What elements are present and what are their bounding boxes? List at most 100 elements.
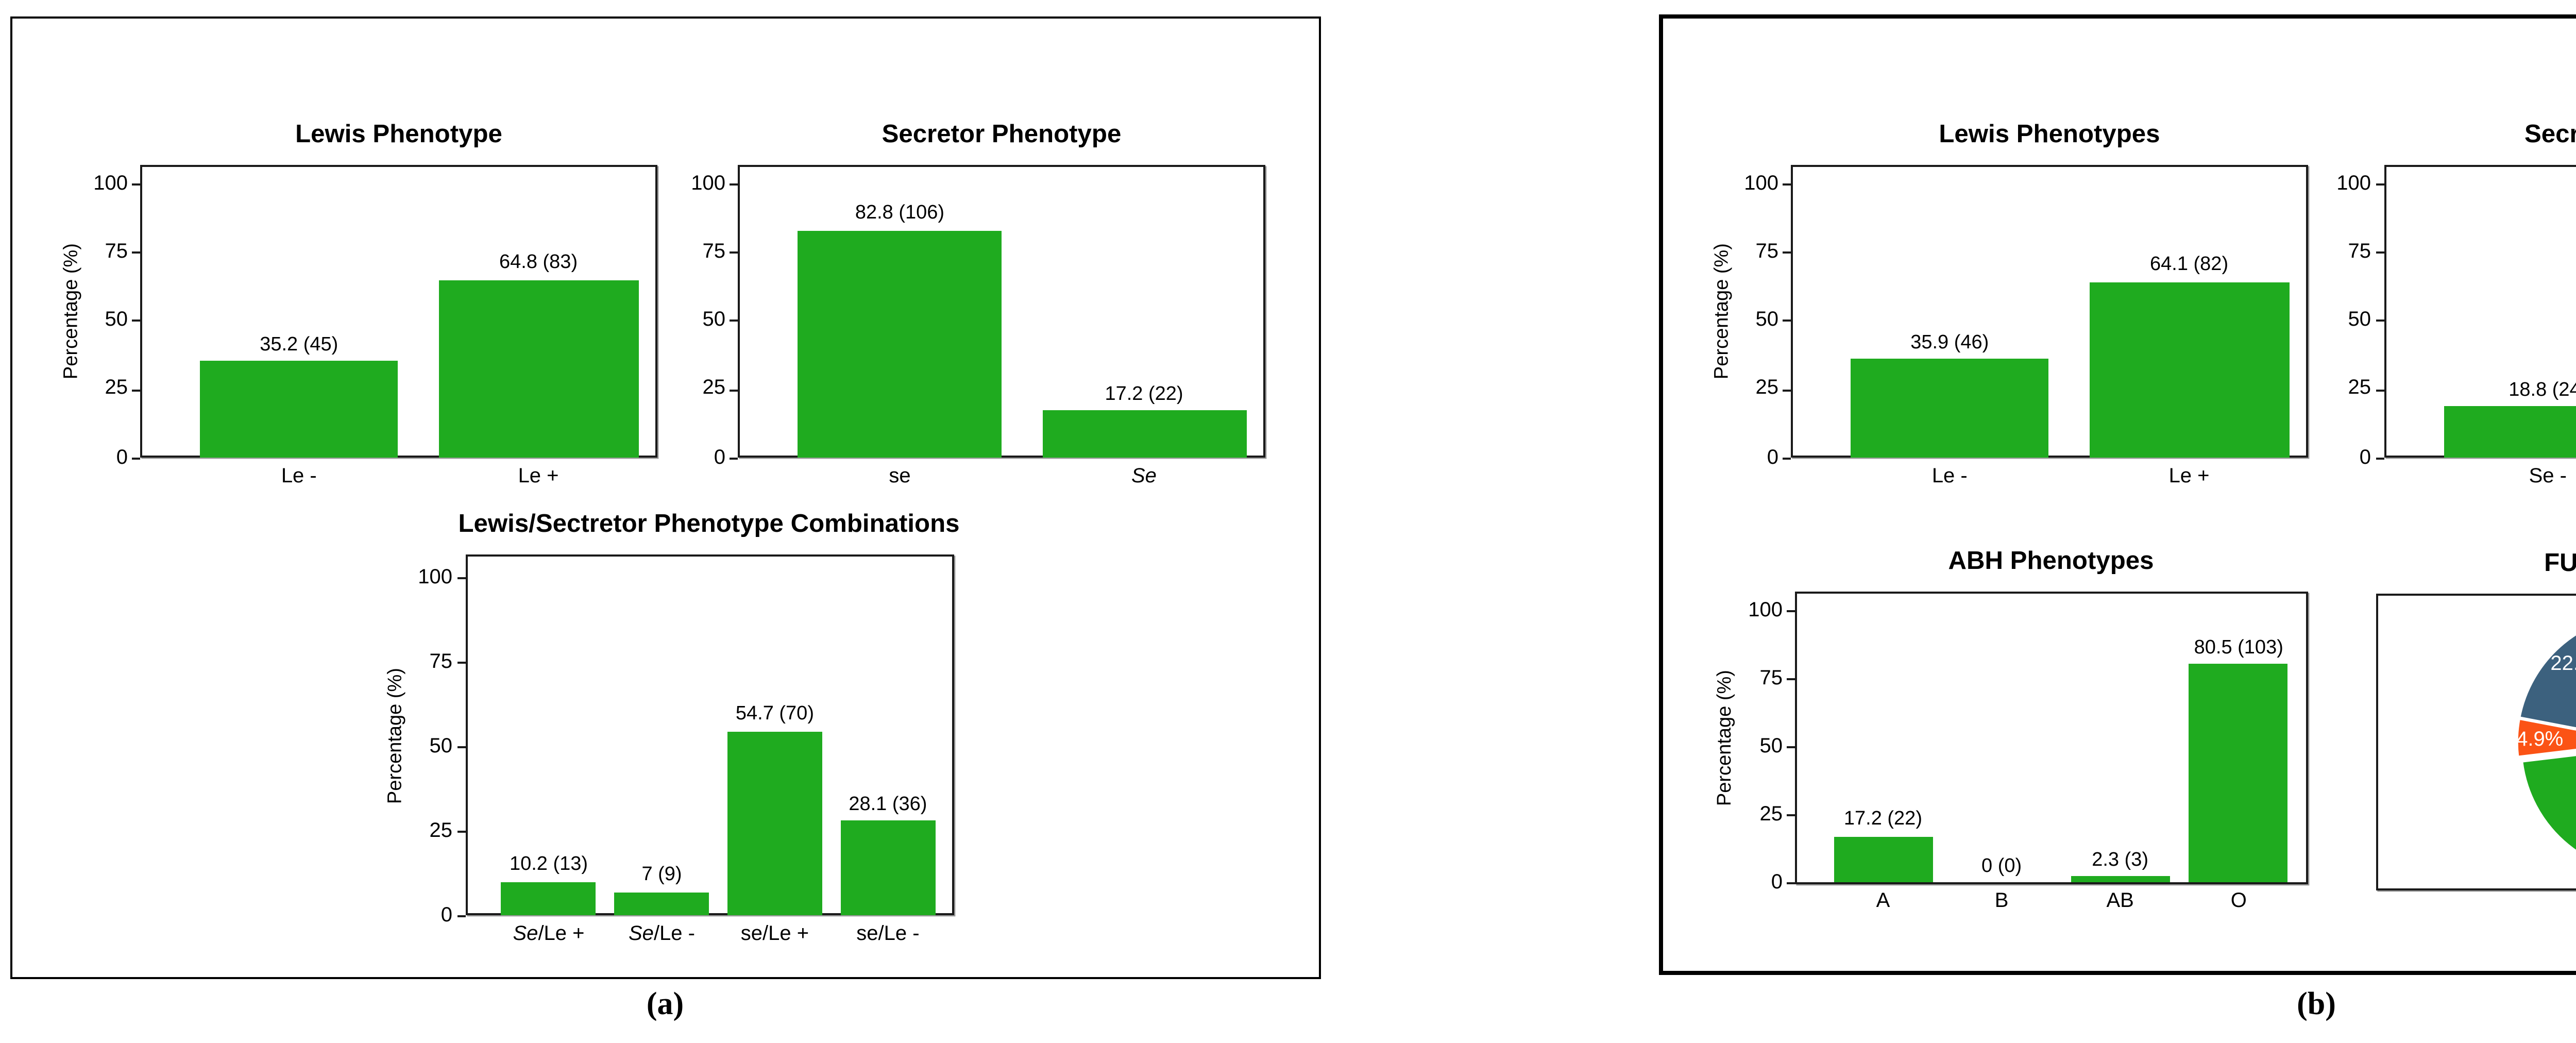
chart-title-b1: Lewis Phenotypes — [1939, 119, 2160, 147]
y-tick-label: 0 — [440, 904, 452, 927]
bar-le — [2089, 282, 2289, 457]
bar-se — [798, 230, 1002, 457]
y-tick-mark — [1787, 610, 1795, 612]
y-tick-label: 25 — [2348, 378, 2371, 401]
y-tick-mark — [1783, 183, 1791, 184]
chart-title-b2: Secretor Phenotypes — [2524, 119, 2576, 147]
x-category-label: Se - — [2529, 465, 2567, 488]
y-tick-mark — [730, 389, 738, 390]
y-tick-label: 50 — [105, 309, 128, 332]
x-category-label: se/Le - — [856, 923, 920, 946]
y-tick-label: 100 — [691, 172, 725, 195]
y-tick-mark — [1787, 746, 1795, 748]
bar-value-label: 35.9 (46) — [1910, 331, 1989, 355]
y-tick-label: 50 — [702, 309, 726, 332]
y-tick-mark — [456, 831, 465, 832]
x-category-label: Le + — [2168, 465, 2210, 488]
y-tick-mark — [456, 662, 465, 664]
y-tick-label: 50 — [1755, 309, 1779, 332]
y-tick-label: 100 — [1748, 600, 1783, 623]
pie-slice-aa — [2517, 631, 2576, 731]
y-tick-mark — [2375, 389, 2383, 390]
chart-title-a2: Secretor Phenotype — [882, 119, 1122, 147]
y-tick-mark — [1787, 882, 1795, 884]
x-category-label: se — [889, 465, 911, 488]
y-tick-label: 25 — [429, 820, 453, 843]
bar-a — [1834, 836, 1933, 882]
caption-b: (b) — [2297, 987, 2336, 1022]
bar-value-label: 17.2 (22) — [1105, 383, 1183, 406]
y-tick-mark — [730, 320, 738, 322]
y-tick-mark — [456, 915, 465, 917]
chart-title-bpie: FUT2 Genotypes — [2544, 547, 2576, 576]
bar-ab — [2071, 877, 2170, 882]
bar-se — [1042, 411, 1246, 457]
y-tick-mark — [1783, 320, 1791, 322]
y-tick-mark — [2375, 183, 2383, 184]
x-category-label: Se/Le + — [513, 923, 585, 946]
y-tick-label: 50 — [429, 736, 453, 759]
bar-se-le — [727, 731, 822, 915]
bar-value-label: 28.1 (36) — [849, 793, 927, 816]
x-category-label: Le + — [518, 465, 559, 488]
y-tick-label: 0 — [116, 447, 128, 469]
bar-se-le — [615, 892, 709, 915]
x-category-label: Se — [1131, 465, 1157, 488]
x-category-label: O — [2230, 890, 2247, 913]
y-tick-mark — [132, 320, 140, 322]
bar-le — [199, 361, 399, 457]
x-category-label: Le - — [1931, 465, 1968, 488]
y-tick-label: 75 — [2348, 241, 2371, 264]
y-tick-label: 50 — [2348, 309, 2371, 332]
y-tick-mark — [730, 183, 738, 184]
y-tick-mark — [2375, 251, 2383, 253]
y-tick-mark — [1783, 389, 1791, 390]
y-tick-mark — [456, 746, 465, 748]
bar-value-label: 10.2 (13) — [509, 853, 588, 877]
y-tick-label: 75 — [1759, 668, 1783, 691]
y-tick-label: 50 — [1759, 736, 1783, 759]
bar-se-le — [501, 881, 596, 915]
x-category-label: Se/Le - — [629, 923, 695, 946]
y-tick-mark — [730, 457, 738, 459]
y-tick-label: 0 — [1771, 872, 1783, 895]
y-tick-mark — [132, 389, 140, 390]
y-tick-mark — [132, 183, 140, 184]
y-tick-mark — [730, 251, 738, 253]
bar-le — [1850, 359, 2049, 457]
bar-value-label: 35.2 (45) — [260, 333, 338, 357]
y-tick-label: 75 — [702, 241, 726, 264]
y-tick-mark — [1787, 678, 1795, 680]
bar-se-le — [841, 821, 935, 915]
x-category-label: B — [1994, 890, 2009, 913]
bar-le — [438, 280, 638, 457]
x-category-label: se/Le + — [740, 923, 809, 946]
y-tick-mark — [1783, 457, 1791, 459]
chart-title-b3: ABH Phenotypes — [1948, 546, 2154, 575]
y-tick-mark — [132, 251, 140, 253]
y-tick-label: 25 — [702, 378, 726, 401]
y-tick-mark — [456, 578, 465, 580]
y-tick-mark — [2375, 320, 2383, 322]
bar-value-label: 0 (0) — [1981, 855, 2022, 878]
bar-value-label: 82.8 (106) — [855, 203, 945, 226]
bar-o — [2189, 664, 2289, 882]
y-tick-mark — [2375, 457, 2383, 459]
y-tick-label: 100 — [2336, 172, 2371, 195]
caption-a: (a) — [646, 987, 684, 1022]
bar-value-label: 18.8 (24) — [2509, 378, 2576, 401]
bar-value-label: 7 (9) — [641, 864, 682, 887]
bar-se — [2444, 406, 2576, 457]
y-tick-label: 100 — [93, 172, 128, 195]
y-tick-label: 75 — [105, 241, 128, 264]
y-tick-label: 0 — [1767, 447, 1778, 469]
y-tick-mark — [132, 457, 140, 459]
pie-percent-label-ga: 4.9% — [2516, 728, 2563, 750]
bar-value-label: 64.1 (82) — [2150, 254, 2229, 277]
pie-slice-gg — [2519, 752, 2576, 854]
chart-title-a1: Lewis Phenotype — [295, 119, 502, 147]
y-tick-label: 75 — [1755, 241, 1779, 264]
bar-value-label: 2.3 (3) — [2092, 849, 2149, 872]
